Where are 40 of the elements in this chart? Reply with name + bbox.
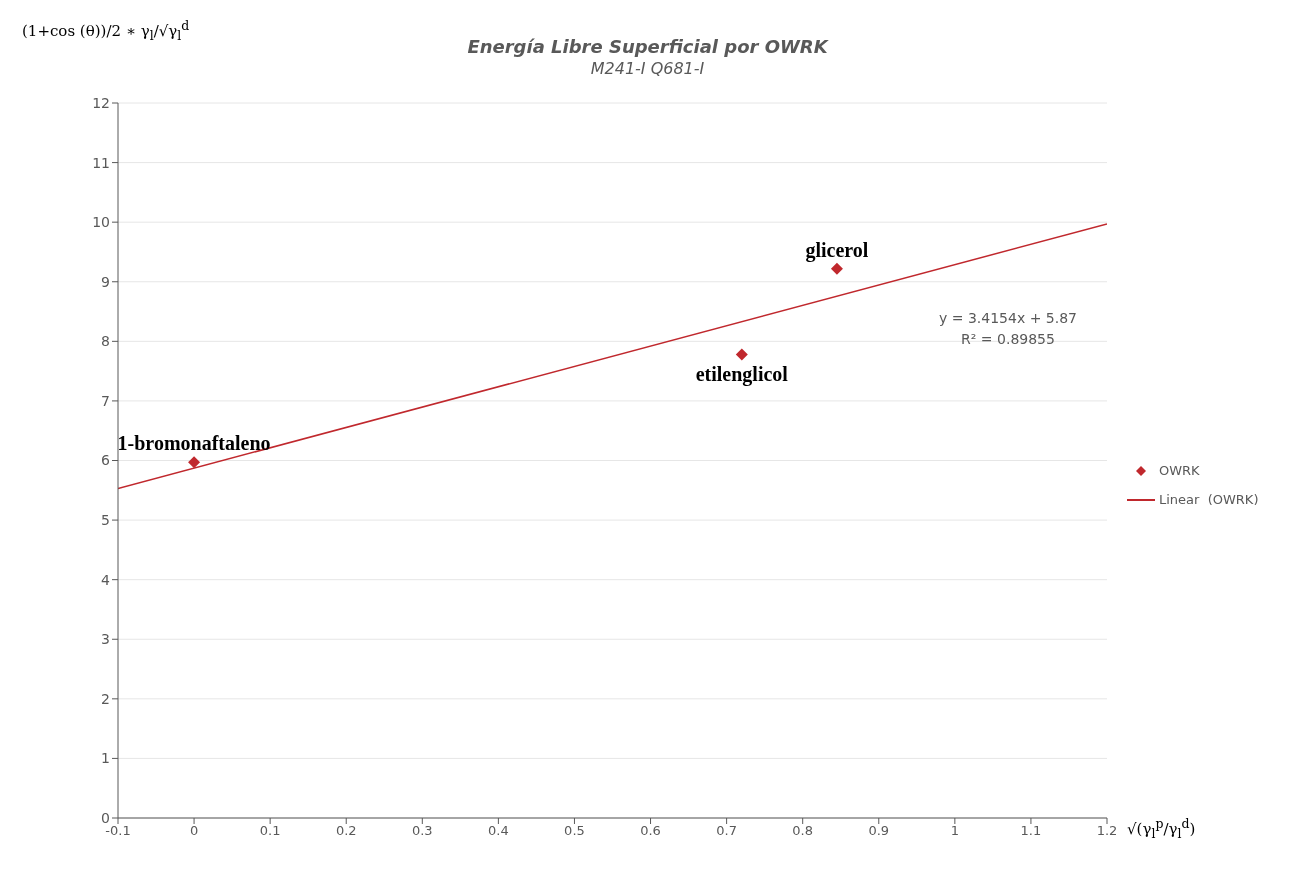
y-tick-label: 2 [101, 690, 110, 707]
x-tick-label: 1.1 [1020, 823, 1042, 839]
annotation: etilenglicol [695, 362, 789, 386]
x-tick-label: 0.8 [792, 823, 814, 839]
x-tick-label: 0.4 [488, 823, 509, 839]
annotation: glicerol [805, 238, 869, 262]
x-tick-label: 1 [950, 823, 959, 839]
y-tick-label: 5 [101, 512, 110, 529]
x-tick-label: 0.9 [868, 823, 890, 839]
y-tick-label: 11 [92, 154, 110, 171]
y-tick-label: 0 [101, 809, 110, 826]
x-tick-label: 1.2 [1096, 823, 1118, 839]
annotation: y = 3.4154x + 5.87 [938, 309, 1078, 328]
annotation: 1-bromonaftaleno [117, 432, 271, 455]
point [830, 262, 843, 275]
x-axis-title: √(γ$_{l}$$^{p}$/γ$_{l}$$^{d}$) [1127, 816, 1196, 841]
legend-label: OWRK [1159, 463, 1200, 478]
x-tick-label: 0.3 [411, 823, 433, 839]
x-tick-label: 0.1 [259, 823, 281, 839]
y-tick-label: 7 [101, 392, 110, 409]
y-tick-label: 4 [101, 571, 111, 588]
y-tick-label: 9 [101, 273, 110, 290]
x-tick-label: 0 [189, 823, 199, 839]
x-tick-label: 0.2 [335, 823, 357, 839]
y-tick-label: 1 [101, 750, 110, 767]
y-tick-label: 12 [92, 94, 110, 111]
y-tick-label: 3 [101, 631, 110, 648]
point [735, 348, 748, 361]
y-tick-label: 10 [92, 214, 110, 231]
y-tick-label: 8 [101, 333, 110, 350]
y-tick-label: 6 [101, 452, 111, 469]
chart-title: Energía Libre Superficial por OWRK [467, 36, 828, 57]
point [188, 456, 201, 469]
x-tick-label: 0.6 [640, 823, 661, 839]
annotation: R² = 0.89855 [960, 330, 1056, 349]
x-tick-label: -0.1 [105, 823, 131, 839]
x-tick-label: 0.7 [716, 823, 737, 839]
legend-label: Linear (OWRK) [1159, 492, 1259, 507]
x-tick-label: 0.5 [564, 823, 585, 839]
chart-subtitle: M241-I Q681-I [589, 59, 706, 78]
